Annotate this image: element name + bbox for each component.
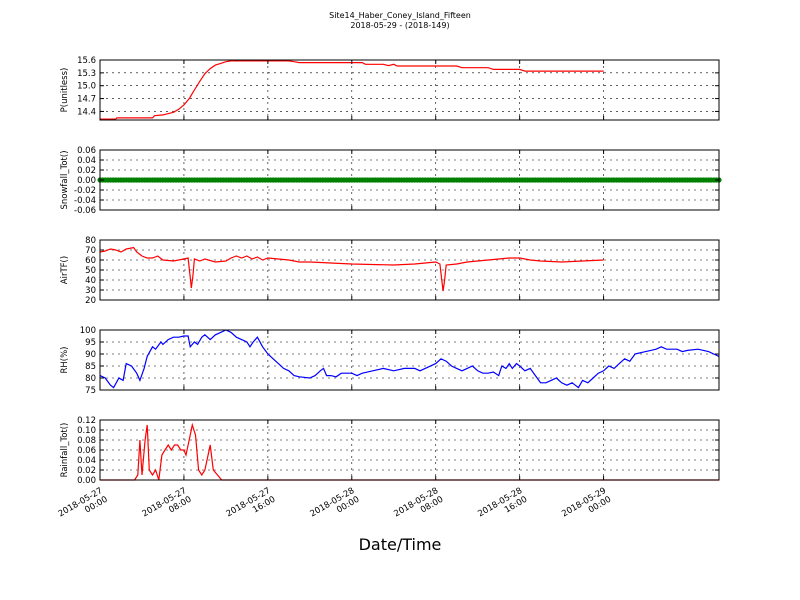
rh-ytick-label: 100 [80, 326, 96, 336]
snowfall-ytick-label: 0.02 [77, 166, 96, 176]
snowfall-ytick-label: 0.00 [77, 176, 96, 186]
airtemp-series-line [99, 246, 604, 292]
rainfall-ytick-label: 0.02 [77, 466, 96, 476]
airtemp-ytick-label: 50 [85, 266, 96, 276]
airtemp-ytick-label: 20 [85, 296, 96, 306]
snowfall-ytick-label: -0.06 [74, 206, 96, 216]
snowfall-ytick-label: -0.04 [74, 196, 96, 206]
pressure-ytick-label: 14.4 [77, 107, 96, 117]
chart-title: Site14_Haber_Coney_Island_Fifteen [329, 11, 471, 20]
airtemp-ytick-label: 80 [85, 236, 96, 246]
pressure-ylabel: P(unitless) [60, 68, 70, 113]
rh-ytick-label: 90 [85, 350, 96, 360]
rainfall-series-line [100, 422, 719, 481]
x-axis-label: Date/Time [358, 535, 442, 554]
rh-series-line [99, 329, 720, 389]
pressure-ytick-label: 15.3 [77, 69, 96, 79]
rainfall-plot-frame [99, 419, 720, 481]
rainfall-ytick-label: 0.06 [77, 446, 96, 456]
rh-ytick-label: 95 [85, 338, 96, 348]
rh-plot-frame [99, 329, 720, 391]
airtemp-ytick-label: 30 [85, 286, 96, 296]
pressure-ytick-label: 14.7 [77, 95, 96, 105]
airtemp-ylabel: AirTF() [60, 256, 70, 284]
snowfall-ylabel: Snowfall_Tot() [60, 150, 70, 209]
rh-ytick-label: 80 [85, 374, 96, 384]
rh-ytick-label: 75 [85, 386, 96, 396]
pressure-plot-frame [99, 59, 720, 121]
rainfall-ytick-label: 0.12 [77, 416, 96, 426]
chart-subtitle: 2018-05-29 - (2018-149) [350, 21, 450, 30]
airtemp-ytick-label: 70 [85, 246, 96, 256]
snowfall-ytick-label: 0.06 [77, 146, 96, 156]
pressure-series-line [100, 60, 604, 120]
rh-ytick-label: 85 [85, 362, 96, 372]
rh-ylabel: RH(%) [60, 346, 70, 373]
rainfall-ytick-label: 0.00 [77, 476, 96, 486]
pressure-ytick-label: 15.6 [77, 56, 96, 66]
rainfall-ytick-label: 0.08 [77, 436, 96, 446]
snowfall-ytick-label: -0.02 [74, 186, 96, 196]
snowfall-ytick-label: 0.04 [77, 156, 96, 166]
airtemp-ytick-label: 40 [85, 276, 96, 286]
pressure-ytick-label: 15.0 [77, 82, 96, 92]
airtemp-ytick-label: 60 [85, 256, 96, 266]
rainfall-ytick-label: 0.10 [77, 426, 96, 436]
rainfall-ytick-label: 0.04 [77, 456, 96, 466]
rainfall-ylabel: Rainfall_Tot() [60, 423, 70, 478]
